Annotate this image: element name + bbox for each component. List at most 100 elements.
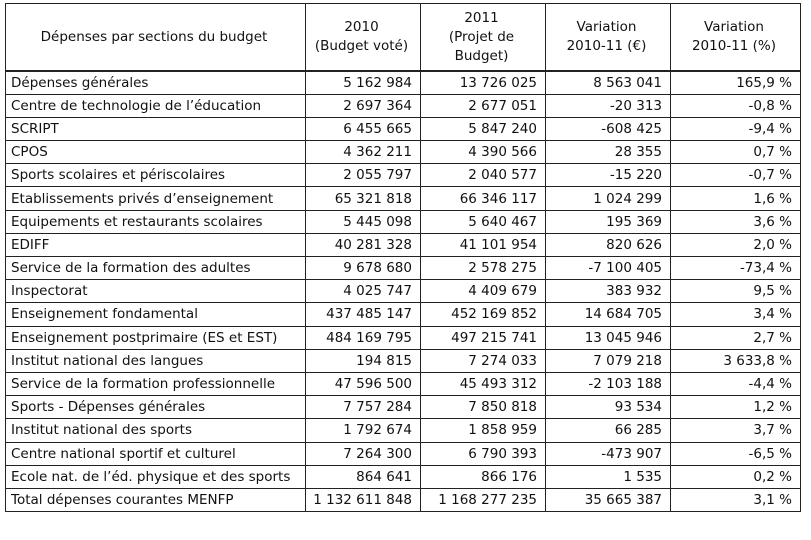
cell: 47 596 500 — [305, 371, 421, 397]
budget-table: Dépenses par sections du budget 2010 (Budg… — [5, 3, 801, 513]
cell: 4 390 566 — [420, 140, 546, 165]
header-line: 2010-11 (%) — [691, 38, 777, 54]
cell: -7 100 405 — [545, 255, 671, 281]
cell: Institut national des langues — [5, 348, 306, 373]
cell: 41 101 954 — [420, 232, 546, 258]
cell: 65 321 818 — [305, 186, 421, 211]
cell: 5 162 984 — [305, 70, 421, 95]
cell: 5 445 098 — [305, 209, 421, 234]
cell: Enseignement postprimaire (ES et EST) — [5, 325, 306, 350]
table-row: CPOS 4 362 211 4 390 566 28 355 0,7 % — [5, 140, 801, 165]
cell: Centre national sportif et culturel — [5, 441, 306, 466]
cell: 864 641 — [305, 464, 421, 489]
cell: -4,4 % — [670, 371, 801, 397]
cell: 1 132 611 848 — [305, 487, 421, 513]
table-row: Service de la formation professionnelle 4… — [5, 371, 801, 397]
cell: Institut national des sports — [5, 418, 306, 443]
cell: 4 362 211 — [305, 140, 421, 165]
table-row: Enseignement fondamental 437 485 147 452 1… — [5, 302, 801, 327]
cell: EDIFF — [5, 232, 306, 258]
cell: Centre de technologie de l’éducation — [5, 93, 306, 118]
cell: -608 425 — [545, 116, 671, 142]
cell: Ecole nat. de l’éd. physique et des spor… — [5, 464, 306, 489]
cell: Inspectorat — [5, 279, 306, 304]
cell: 93 534 — [545, 395, 671, 420]
header-line: Dépenses par sections du budget — [40, 28, 268, 45]
cell: 1 168 277 235 — [420, 487, 546, 513]
cell: 1 792 674 — [305, 418, 421, 443]
cell: Equipements et restaurants scolaires — [5, 209, 306, 234]
cell: 2 040 577 — [420, 163, 546, 188]
table-row: Sports - Dépenses générales 7 757 284 7 85… — [5, 395, 801, 420]
cell: 5 640 467 — [420, 209, 546, 234]
cell: 2 697 364 — [305, 93, 421, 118]
cell: 8 563 041 — [545, 70, 671, 95]
cell: 28 355 — [545, 140, 671, 165]
cell: 0,7 % — [670, 140, 801, 165]
cell: 7 850 818 — [420, 395, 546, 420]
table-row: Institut national des langues 194 815 7 27… — [5, 348, 801, 373]
cell: Service de la formation des adultes — [5, 255, 306, 281]
cell: 4 409 679 — [420, 279, 546, 304]
table-row: Etablissements privés d’enseignement 65 3… — [5, 186, 801, 211]
cell: 383 932 — [545, 279, 671, 304]
cell: -0,7 % — [670, 163, 801, 188]
cell: 5 847 240 — [420, 116, 546, 142]
cell: Sports - Dépenses générales — [5, 395, 306, 420]
cell: 3,1 % — [670, 487, 801, 513]
cell: Etablissements privés d’enseignement — [5, 186, 306, 211]
cell: 6 455 665 — [305, 116, 421, 142]
header-line: (Budget voté) — [314, 38, 409, 54]
cell: CPOS — [5, 140, 306, 165]
cell: 3,7 % — [670, 418, 801, 443]
cell: 35 665 387 — [545, 487, 671, 513]
header-cell: Variation 2010-11 (€) — [545, 3, 671, 72]
cell: 14 684 705 — [545, 302, 671, 327]
cell: 4 025 747 — [305, 279, 421, 304]
cell: 437 485 147 — [305, 302, 421, 327]
table-row: Service de la formation des adultes 9 678… — [5, 255, 801, 281]
cell: 7 264 300 — [305, 441, 421, 466]
cell: -2 103 188 — [545, 371, 671, 397]
cell: 2 578 275 — [420, 255, 546, 281]
table-row: Sports scolaires et périscolaires 2 055 7… — [5, 163, 801, 188]
header-row: Dépenses par sections du budget 2010 (Budg… — [5, 3, 801, 72]
table-row: Equipements et restaurants scolaires 5 44… — [5, 209, 801, 234]
table-row: Inspectorat 4 025 747 4 409 679 383 932 9,5 … — [5, 279, 801, 304]
cell: 866 176 — [420, 464, 546, 489]
cell: 194 815 — [305, 348, 421, 373]
header-line: Variation — [576, 19, 637, 35]
table-row: Ecole nat. de l’éd. physique et des spor… — [5, 464, 801, 489]
cell: 13 045 946 — [545, 325, 671, 350]
cell: 3 633,8 % — [670, 348, 801, 373]
cell: 2 677 051 — [420, 93, 546, 118]
header-line: 2010 — [344, 19, 379, 35]
cell: 40 281 328 — [305, 232, 421, 258]
header-cell: 2011 (Projet de Budget) — [420, 3, 546, 72]
header-line: Budget) — [454, 47, 509, 64]
cell: 2,7 % — [670, 325, 801, 350]
cell: 2,0 % — [670, 232, 801, 258]
cell: 195 369 — [545, 209, 671, 234]
cell: 3,6 % — [670, 209, 801, 234]
cell: 7 079 218 — [545, 348, 671, 373]
cell: Sports scolaires et périscolaires — [5, 163, 306, 188]
header-line: 2011 — [464, 9, 499, 26]
cell: 820 626 — [545, 232, 671, 258]
cell: -20 313 — [545, 93, 671, 118]
table-row: Dépenses générales 5 162 984 13 726 025 8 5… — [5, 70, 801, 95]
table-row: SCRIPT 6 455 665 5 847 240 -608 425 -9,4 % — [5, 116, 801, 142]
cell: 3,4 % — [670, 302, 801, 327]
cell: 1,6 % — [670, 186, 801, 211]
cell: Service de la formation professionnelle — [5, 371, 306, 397]
cell: 7 757 284 — [305, 395, 421, 420]
cell: -15 220 — [545, 163, 671, 188]
cell: 452 169 852 — [420, 302, 546, 327]
table-row: Enseignement postprimaire (ES et EST) 484… — [5, 325, 801, 350]
cell: 1 024 299 — [545, 186, 671, 211]
cell: 484 169 795 — [305, 325, 421, 350]
table-row: Institut national des sports 1 792 674 1 8… — [5, 418, 801, 443]
cell: 6 790 393 — [420, 441, 546, 466]
header-cell: Dépenses par sections du budget — [5, 3, 306, 72]
header-line: 2010-11 (€) — [566, 38, 647, 54]
